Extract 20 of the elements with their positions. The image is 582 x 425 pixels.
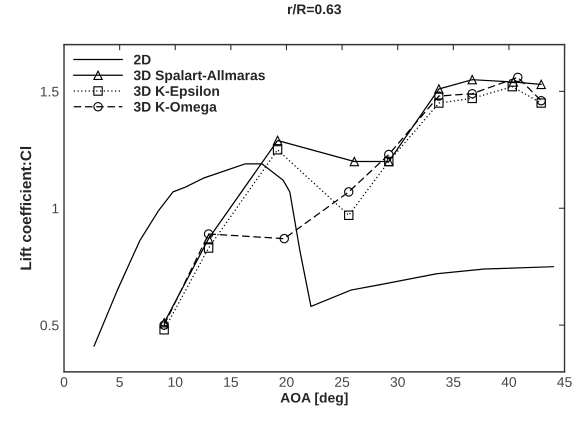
x-tick-label: 35	[446, 377, 460, 387]
legend-label: 3D K-Epsilon	[134, 86, 220, 99]
x-axis-title: AOA [deg]	[280, 392, 348, 406]
x-tick-label: 5	[116, 377, 123, 387]
legend-label: 3D Spalart-Allmaras	[134, 70, 265, 84]
x-tick-label: 25	[335, 377, 350, 387]
y-tick-label: 1.5	[40, 86, 59, 97]
x-tick-label: 0	[60, 377, 68, 387]
x-tick-label: 45	[557, 377, 572, 387]
y-tick-label: 0.5	[40, 320, 59, 330]
x-tick-label: 40	[502, 377, 516, 387]
x-tick-label: 30	[390, 377, 405, 387]
chart-title: r/R=0.63	[288, 4, 341, 14]
x-tick-label: 15	[224, 377, 238, 387]
legend-label: 3D K-Omega	[134, 102, 217, 115]
legend-label: 2D	[134, 54, 151, 64]
y-axis-title: Lift coefficient:Cl	[20, 146, 32, 270]
x-tick-label: 20	[279, 377, 294, 387]
y-tick-label: 1	[52, 204, 58, 214]
x-tick-label: 10	[168, 377, 182, 387]
